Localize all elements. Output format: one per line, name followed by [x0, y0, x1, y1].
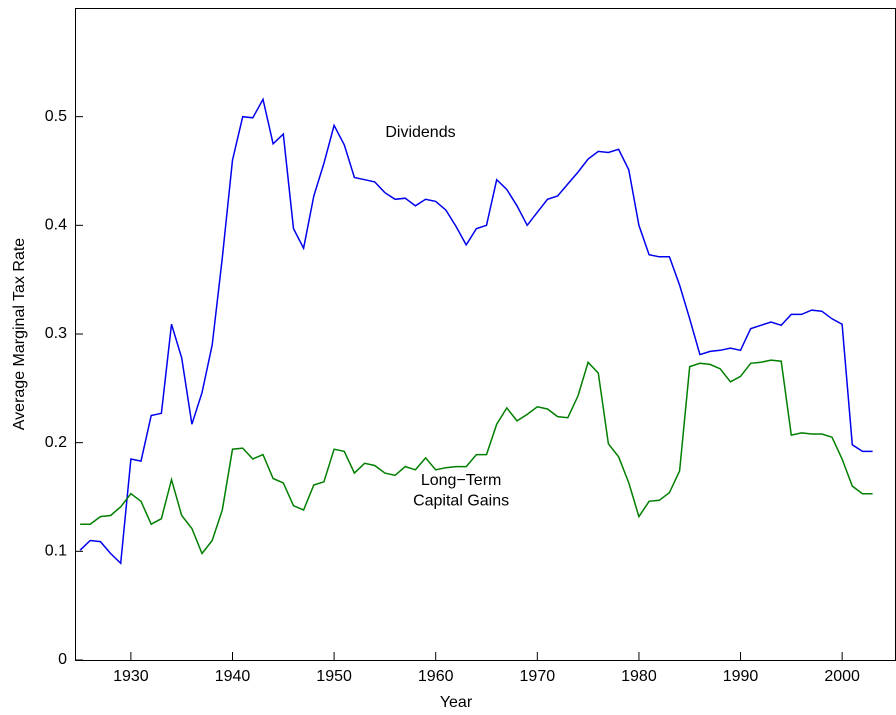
x-axis-label: Year — [440, 694, 473, 711]
annotation: Long−Term — [421, 472, 502, 489]
annotation: Dividends — [385, 124, 455, 141]
data-line — [80, 359, 873, 555]
plot-frame — [75, 8, 896, 661]
data-line — [79, 97, 873, 565]
x-tick-label: 1970 — [520, 668, 556, 685]
y-tick-label: 0.3 — [45, 325, 67, 342]
x-tick-label: 2000 — [824, 668, 860, 685]
y-axis-label: Average Marginal Tax Rate — [11, 238, 28, 431]
x-tick-label: 1990 — [723, 668, 759, 685]
x-tick-label: 1930 — [113, 668, 149, 685]
annotation: Capital Gains — [413, 493, 509, 510]
x-tick-label: 1950 — [316, 668, 352, 685]
y-tick-label: 0.2 — [45, 434, 67, 451]
y-tick-label: 0.4 — [45, 217, 67, 234]
y-tick-label: 0.5 — [45, 108, 67, 125]
x-tick-label: 1980 — [621, 668, 657, 685]
x-tick-label: 1940 — [215, 668, 251, 685]
y-tick-label: 0.1 — [45, 543, 67, 560]
y-tick-label: 0 — [58, 651, 67, 668]
x-tick-label: 1960 — [418, 668, 454, 685]
